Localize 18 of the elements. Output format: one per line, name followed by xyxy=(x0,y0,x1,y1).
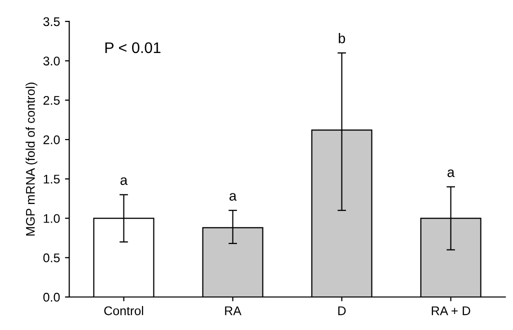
y-tick-label: 2.0 xyxy=(43,135,60,144)
annotation: P < 0.01 xyxy=(105,42,160,54)
annotation: a xyxy=(448,169,455,178)
annotation: a xyxy=(120,177,128,185)
y-tick-label: 1.0 xyxy=(44,214,60,223)
y-tick-label: 3.0 xyxy=(43,56,60,66)
y-tick-label: 2.5 xyxy=(43,96,60,105)
annotation: b xyxy=(338,33,346,44)
y-tick-label: 0.0 xyxy=(43,292,60,302)
y-axis-title: MGP mRNA (fold of control) xyxy=(26,82,38,236)
x-tick-label: RA + D xyxy=(432,306,470,316)
y-tick-label: 3.5 xyxy=(43,17,60,26)
x-tick-label: RA xyxy=(225,306,242,316)
y-tick-label: 0.5 xyxy=(43,253,60,262)
x-tick-label: D xyxy=(338,306,346,316)
x-tick-label: Control xyxy=(104,306,144,316)
y-tick-label: 1.5 xyxy=(44,174,60,184)
annotation: a xyxy=(230,193,237,201)
